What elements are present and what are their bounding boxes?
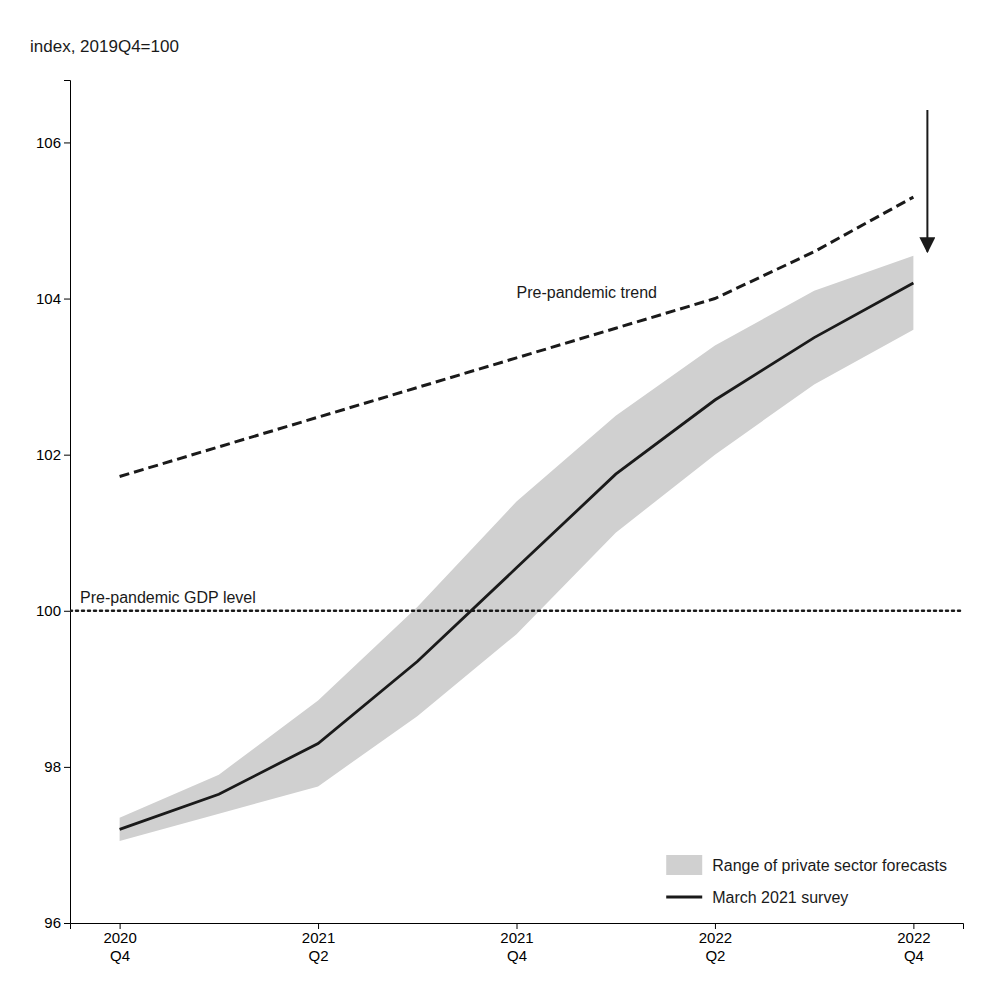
y-tick-mark <box>64 767 70 768</box>
y-tick-label: 100 <box>36 602 61 619</box>
x-tick: 2021Q2 <box>302 923 335 964</box>
y-tick-label: 98 <box>44 758 61 775</box>
series-line <box>120 197 914 476</box>
legend-item: March 2021 survey <box>666 889 848 906</box>
annotations: Pre-pandemic trend Pre-pandemic GDP level <box>80 284 657 606</box>
x-tick-label-line: 2021 <box>302 929 335 946</box>
y-tick: 100 <box>36 602 70 619</box>
y-axis-line <box>64 81 71 924</box>
x-tick-label: 2021Q2 <box>302 929 335 964</box>
y-axis: 96 98 100 102 104 106 <box>36 81 71 932</box>
y-axis-label: index, 2019Q4=100 <box>30 37 179 56</box>
chart-svg: 96981001021041062020Q42021Q22021Q42022Q2… <box>0 0 1003 1003</box>
legend-label: Range of private sector forecasts <box>712 857 947 874</box>
chart-container: 96981001021041062020Q42021Q22021Q42022Q2… <box>0 0 1003 1003</box>
reference-annotation: Pre-pandemic GDP level <box>80 589 256 606</box>
x-tick-label-line: Q4 <box>904 947 924 964</box>
arrow <box>926 110 928 252</box>
x-tick-label-line: 2020 <box>103 929 136 946</box>
x-tick: 2020Q4 <box>103 923 136 964</box>
y-tick-mark <box>64 299 70 300</box>
x-tick-label-line: Q2 <box>309 947 329 964</box>
y-tick: 102 <box>36 446 70 463</box>
x-tick-label-line: Q4 <box>110 947 130 964</box>
x-tick: 2021Q4 <box>500 923 533 964</box>
x-tick: 2022Q4 <box>897 923 930 964</box>
y-tick-mark <box>64 923 70 924</box>
x-tick-label-line: 2022 <box>897 929 930 946</box>
y-tick-mark <box>64 455 70 456</box>
y-tick-label: 102 <box>36 446 61 463</box>
x-tick-label-line: 2022 <box>699 929 732 946</box>
x-tick-label-line: Q2 <box>705 947 725 964</box>
y-tick: 106 <box>36 134 70 151</box>
reference-line <box>70 610 963 613</box>
y-tick-label: 104 <box>36 290 61 307</box>
plot-area <box>70 197 963 841</box>
y-tick: 98 <box>44 758 70 775</box>
series-annotation: Pre-pandemic trend <box>517 284 658 301</box>
y-tick-label: 106 <box>36 134 61 151</box>
x-tick-label: 2020Q4 <box>103 929 136 964</box>
legend-swatch <box>666 896 702 899</box>
legend: Range of private sector forecasts March 2… <box>666 855 947 906</box>
legend-label: March 2021 survey <box>712 889 848 906</box>
x-tick: 2022Q2 <box>699 923 732 964</box>
y-tick: 96 <box>44 914 70 931</box>
y-tick-mark <box>64 611 70 612</box>
range-area <box>120 256 914 841</box>
y-tick: 104 <box>36 290 70 307</box>
y-tick-mark <box>64 142 70 143</box>
legend-item: Range of private sector forecasts <box>666 855 947 875</box>
x-tick-label: 2021Q4 <box>500 929 533 964</box>
x-tick-label: 2022Q2 <box>699 929 732 964</box>
x-tick-label-line: 2021 <box>500 929 533 946</box>
x-tick-label-line: Q4 <box>507 947 527 964</box>
series-line <box>120 283 914 829</box>
x-tick-label: 2022Q4 <box>897 929 930 964</box>
plot-root: 96981001021041062020Q42021Q22021Q42022Q2… <box>36 81 964 964</box>
x-axis: 2020Q42021Q22021Q42022Q22022Q4 <box>71 923 964 964</box>
y-tick-label: 96 <box>44 914 61 931</box>
legend-swatch <box>666 855 702 875</box>
